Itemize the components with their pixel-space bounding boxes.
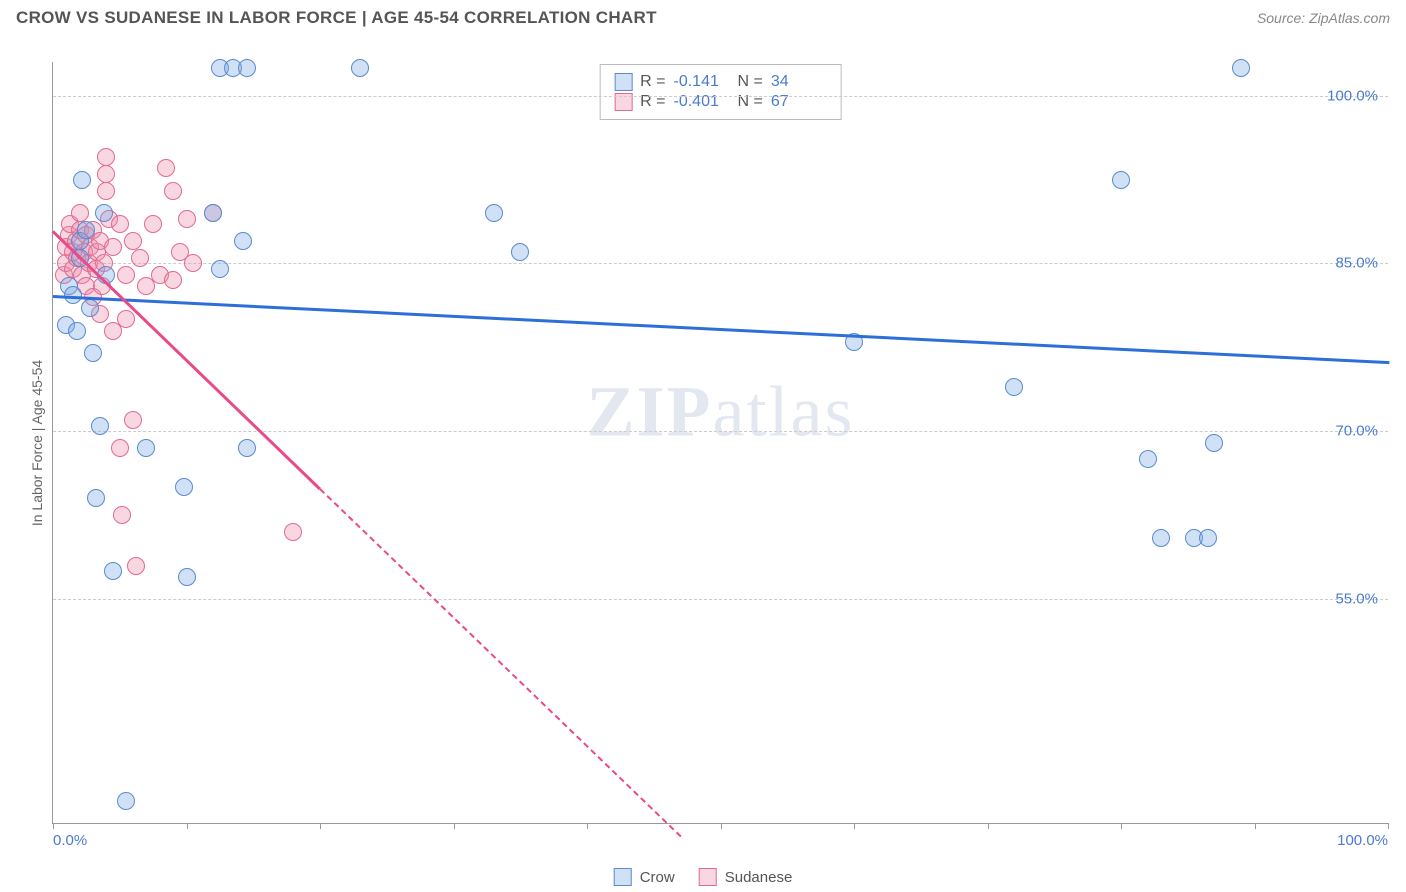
- watermark-zip: ZIP: [587, 372, 713, 452]
- n-label: N =: [738, 73, 763, 91]
- x-tick-label: 100.0%: [1337, 832, 1388, 849]
- data-point: [184, 254, 202, 272]
- x-tick: [587, 823, 588, 829]
- grid-line: [53, 263, 1388, 264]
- data-point: [1152, 529, 1170, 547]
- r-label: R =: [640, 73, 665, 91]
- data-point: [111, 215, 129, 233]
- data-point: [1112, 171, 1130, 189]
- x-tick: [53, 823, 54, 829]
- data-point: [178, 210, 196, 228]
- chart-legend: Crow Sudanese: [614, 868, 793, 886]
- x-tick: [320, 823, 321, 829]
- data-point: [178, 568, 196, 586]
- y-axis-label: In Labor Force | Age 45-54: [29, 359, 45, 525]
- data-point: [351, 59, 369, 77]
- legend-label: Crow: [640, 869, 675, 886]
- header: CROW VS SUDANESE IN LABOR FORCE | AGE 45…: [0, 0, 1406, 32]
- watermark-atlas: atlas: [713, 372, 855, 452]
- r-value: -0.141: [674, 73, 730, 91]
- x-tick: [1255, 823, 1256, 829]
- data-point: [1005, 378, 1023, 396]
- trend-line: [319, 488, 681, 837]
- data-point: [124, 232, 142, 250]
- data-point: [211, 260, 229, 278]
- data-point: [117, 792, 135, 810]
- data-point: [104, 238, 122, 256]
- legend-item-sudanese: Sudanese: [699, 868, 793, 886]
- data-point: [95, 204, 113, 222]
- y-tick-label: 55.0%: [1335, 591, 1378, 608]
- y-tick-label: 100.0%: [1327, 87, 1378, 104]
- n-value: 34: [771, 73, 827, 91]
- x-tick: [721, 823, 722, 829]
- correlation-stats-box: R =-0.141N =34R =-0.401N =67: [599, 64, 842, 120]
- grid-line: [53, 431, 1388, 432]
- x-tick: [854, 823, 855, 829]
- data-point: [511, 243, 529, 261]
- x-tick: [1121, 823, 1122, 829]
- data-point: [71, 204, 89, 222]
- data-point: [117, 310, 135, 328]
- data-point: [87, 489, 105, 507]
- data-point: [1199, 529, 1217, 547]
- data-point: [91, 417, 109, 435]
- watermark: ZIPatlas: [587, 371, 855, 454]
- data-point: [131, 249, 149, 267]
- data-point: [238, 59, 256, 77]
- source-attribution: Source: ZipAtlas.com: [1257, 10, 1390, 26]
- data-point: [175, 478, 193, 496]
- data-point: [204, 204, 222, 222]
- x-tick: [454, 823, 455, 829]
- grid-line: [53, 599, 1388, 600]
- data-point: [157, 159, 175, 177]
- data-point: [1232, 59, 1250, 77]
- data-point: [81, 299, 99, 317]
- data-point: [73, 171, 91, 189]
- data-point: [124, 411, 142, 429]
- data-point: [113, 506, 131, 524]
- data-point: [485, 204, 503, 222]
- data-point: [117, 266, 135, 284]
- x-tick: [187, 823, 188, 829]
- data-point: [77, 221, 95, 239]
- stats-row-crow: R = -0.141 N = 34: [614, 73, 827, 91]
- data-point: [97, 165, 115, 183]
- plot-area: In Labor Force | Age 45-54 ZIPatlas R =-…: [52, 62, 1388, 824]
- legend-swatch: [699, 868, 717, 886]
- data-point: [1205, 434, 1223, 452]
- data-point: [284, 523, 302, 541]
- legend-swatch: [614, 868, 632, 886]
- stats-swatch: [614, 73, 632, 91]
- data-point: [84, 344, 102, 362]
- legend-label: Sudanese: [725, 869, 793, 886]
- y-tick-label: 70.0%: [1335, 423, 1378, 440]
- data-point: [127, 557, 145, 575]
- y-tick-label: 85.0%: [1335, 255, 1378, 272]
- x-tick-label: 0.0%: [53, 832, 87, 849]
- data-point: [68, 322, 86, 340]
- data-point: [111, 439, 129, 457]
- data-point: [97, 148, 115, 166]
- data-point: [97, 182, 115, 200]
- x-tick: [988, 823, 989, 829]
- chart-title: CROW VS SUDANESE IN LABOR FORCE | AGE 45…: [16, 8, 657, 28]
- data-point: [1139, 450, 1157, 468]
- data-point: [238, 439, 256, 457]
- data-point: [137, 439, 155, 457]
- data-point: [104, 562, 122, 580]
- data-point: [234, 232, 252, 250]
- data-point: [164, 271, 182, 289]
- legend-item-crow: Crow: [614, 868, 675, 886]
- data-point: [144, 215, 162, 233]
- grid-line: [53, 96, 1388, 97]
- trend-line: [53, 295, 1389, 364]
- data-point: [164, 182, 182, 200]
- correlation-chart: In Labor Force | Age 45-54 ZIPatlas R =-…: [10, 40, 1396, 842]
- x-tick: [1388, 823, 1389, 829]
